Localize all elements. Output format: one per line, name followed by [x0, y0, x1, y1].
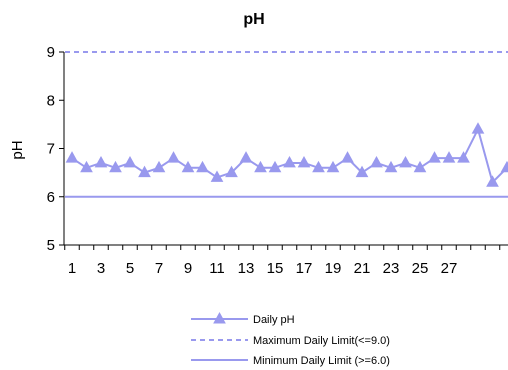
- x-tick-label: 7: [155, 260, 163, 277]
- x-tick-label: 3: [97, 260, 105, 277]
- y-tick-label: 5: [47, 237, 55, 254]
- daily-ph-marker: [312, 160, 325, 173]
- daily-ph-marker: [442, 151, 456, 163]
- daily-ph-marker: [80, 160, 93, 173]
- daily-ph-marker: [500, 160, 508, 173]
- y-axis-label: pH: [9, 140, 26, 159]
- daily-ph-marker: [471, 122, 485, 134]
- daily-ph-marker: [254, 160, 267, 173]
- daily-ph-marker: [94, 156, 108, 168]
- x-tick-label: 17: [296, 260, 313, 277]
- legend-daily-ph-marker: [213, 312, 226, 324]
- y-tick-label: 9: [47, 44, 55, 61]
- daily-ph-marker: [297, 156, 311, 168]
- daily-ph-marker: [210, 170, 224, 182]
- limit-lines: [65, 51, 508, 198]
- daily-ph-marker: [196, 160, 209, 173]
- legend-max-limit-label: Maximum Daily Limit(<=9.0): [253, 335, 390, 347]
- daily-ph-marker: [457, 151, 470, 163]
- daily-ph-marker: [167, 151, 180, 163]
- daily-ph-marker: [399, 156, 412, 168]
- chart-title: pH: [243, 11, 264, 28]
- daily-ph-marker: [181, 160, 195, 173]
- daily-ph-marker: [225, 165, 238, 178]
- x-tick-label: 15: [267, 260, 284, 277]
- x-tick-label: 13: [238, 260, 255, 277]
- y-tick-label: 6: [47, 189, 55, 206]
- daily-ph-marker: [65, 151, 79, 163]
- x-tick-label: 1: [68, 260, 76, 277]
- daily-ph-series: [65, 122, 508, 187]
- legend: Daily pH Maximum Daily Limit(<=9.0) Minimu…: [191, 312, 390, 367]
- daily-ph-marker: [355, 165, 369, 178]
- daily-ph-marker: [123, 156, 137, 168]
- y-tick-label: 8: [47, 92, 55, 109]
- x-tick-label: 21: [354, 260, 371, 277]
- legend-daily-ph-label: Daily pH: [253, 314, 295, 326]
- x-tick-label: 11: [209, 260, 225, 277]
- daily-ph-marker: [341, 151, 354, 163]
- x-tick-label: 23: [383, 260, 400, 277]
- x-tick-label: 5: [126, 260, 134, 277]
- x-tick-label: 9: [184, 260, 192, 277]
- x-tick-label: 27: [441, 260, 458, 277]
- daily-ph-marker: [109, 160, 122, 173]
- daily-ph-marker: [239, 151, 253, 163]
- daily-ph-marker: [486, 175, 499, 187]
- daily-ph-marker: [283, 156, 296, 168]
- daily-ph-marker: [268, 160, 282, 173]
- legend-min-limit-label: Minimum Daily Limit (>=6.0): [253, 355, 390, 367]
- daily-ph-marker: [428, 151, 441, 163]
- daily-ph-marker: [138, 165, 151, 178]
- daily-ph-marker: [326, 160, 340, 173]
- daily-ph-marker: [384, 160, 398, 173]
- x-tick-label: 25: [412, 260, 429, 277]
- x-tick-label: 19: [325, 260, 342, 277]
- daily-ph-line: [71, 126, 508, 185]
- daily-ph-marker: [152, 160, 166, 173]
- daily-ph-marker: [370, 156, 383, 168]
- daily-ph-marker: [413, 160, 427, 173]
- y-tick-label: 7: [47, 141, 55, 158]
